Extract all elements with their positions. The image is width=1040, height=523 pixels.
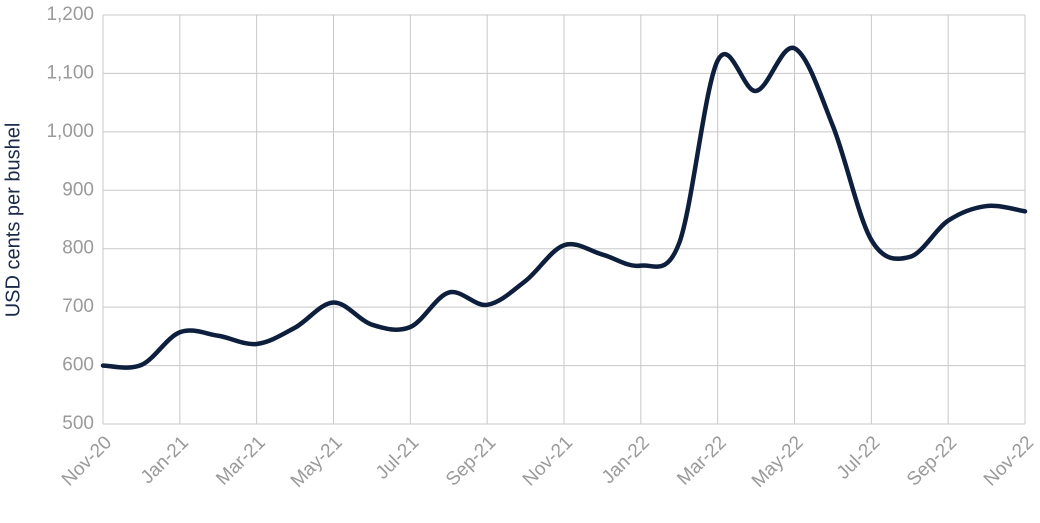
x-tick-label: Jul-21 bbox=[372, 432, 423, 483]
x-tick-label: Nov-21 bbox=[519, 432, 577, 490]
y-tick-label: 700 bbox=[62, 296, 94, 317]
x-tick-label: Mar-21 bbox=[212, 432, 269, 489]
x-tick-label: Nov-20 bbox=[58, 432, 116, 490]
price-line bbox=[100, 45, 1028, 370]
x-tick-label: Sep-22 bbox=[903, 432, 961, 490]
y-tick-label: 600 bbox=[62, 355, 94, 376]
y-tick-label: 1,100 bbox=[46, 62, 94, 83]
y-tick-label: 500 bbox=[62, 413, 94, 434]
x-tick-label: May-22 bbox=[748, 432, 808, 492]
y-tick-label: 1,000 bbox=[46, 121, 94, 142]
y-tick-label: 800 bbox=[62, 238, 94, 259]
x-tick-label: May-21 bbox=[287, 432, 347, 492]
y-axis-label: USD cents per bushel bbox=[2, 123, 24, 318]
x-tick-label: Mar-22 bbox=[673, 432, 730, 489]
x-tick-label: Jul-22 bbox=[833, 432, 884, 483]
y-tick-label: 1,200 bbox=[46, 4, 94, 25]
x-tick-label: Jan-21 bbox=[137, 432, 193, 488]
x-tick-label: Nov-22 bbox=[980, 432, 1038, 490]
x-tick-label: Sep-21 bbox=[442, 432, 500, 490]
y-tick-label: 900 bbox=[62, 179, 94, 200]
x-tick-label: Jan-22 bbox=[598, 432, 654, 488]
